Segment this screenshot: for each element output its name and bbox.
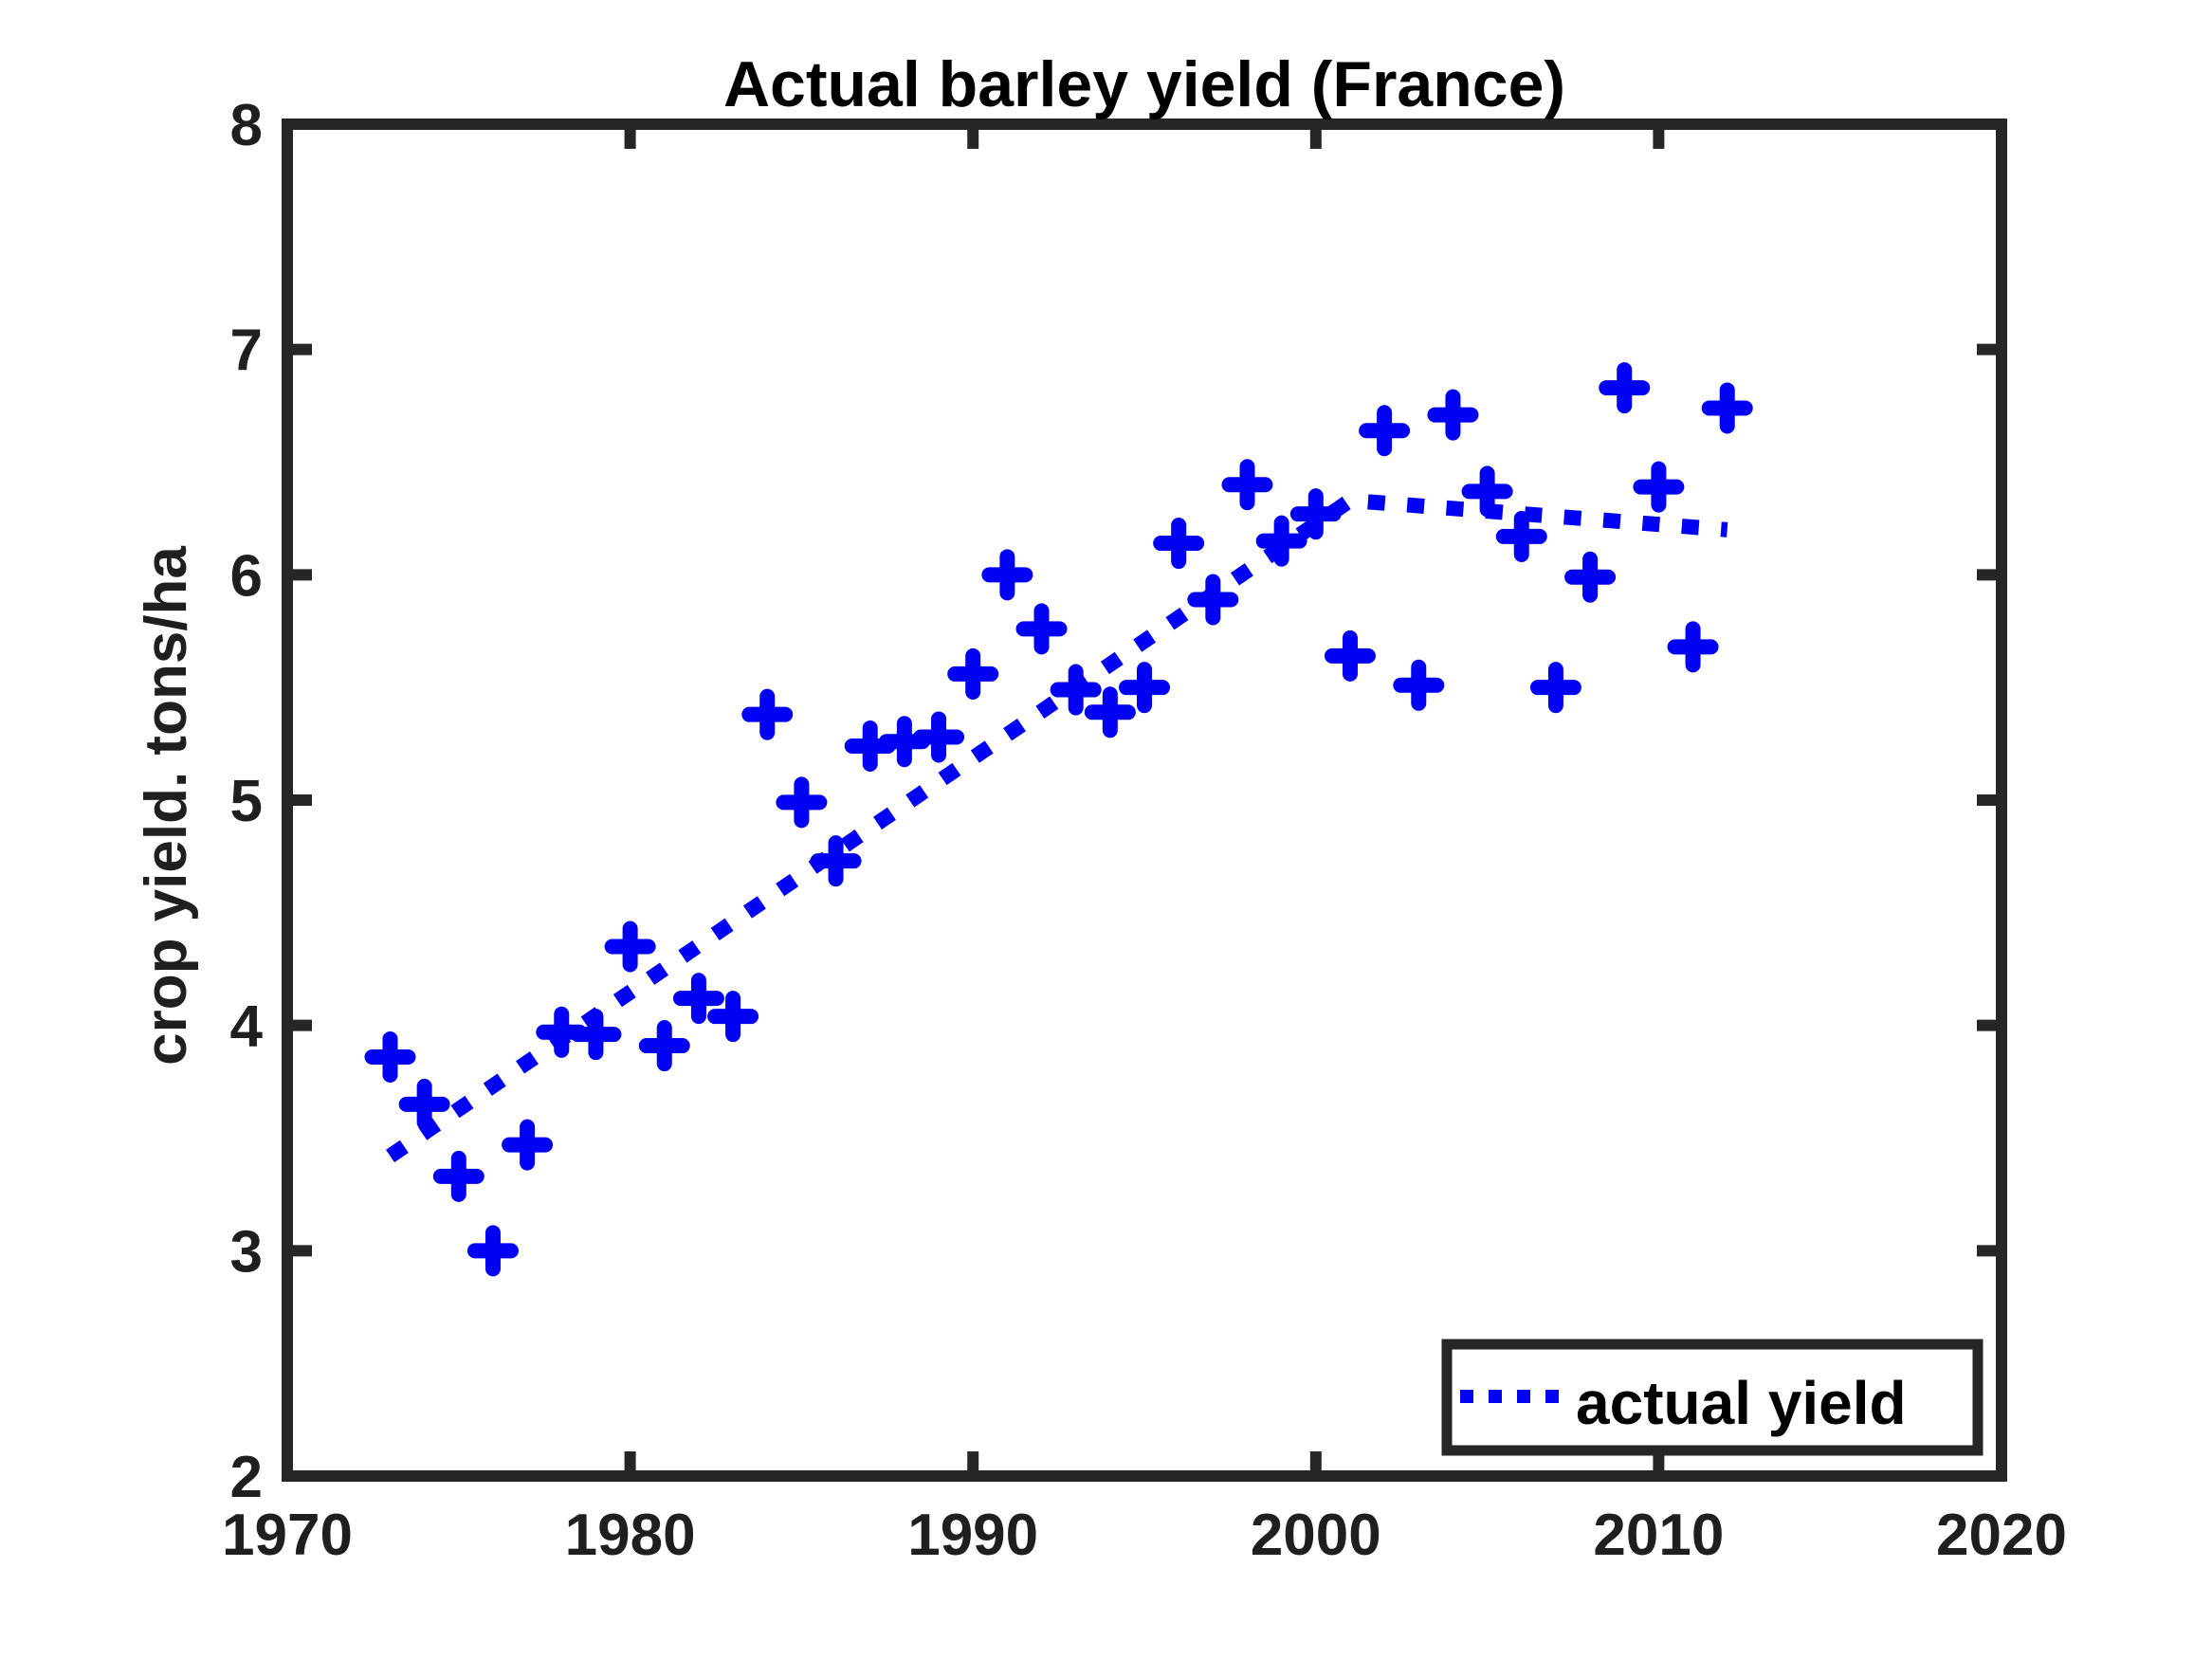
plus-marker	[1564, 551, 1617, 603]
plot-area	[282, 118, 2007, 1482]
plus-marker	[398, 1078, 450, 1130]
plus-marker	[981, 549, 1033, 601]
plus-marker	[1324, 629, 1376, 682]
plus-marker	[1633, 461, 1685, 513]
x-tick-label: 2000	[1251, 1503, 1381, 1568]
legend-box	[1441, 1339, 1983, 1456]
y-tick-label: 6	[230, 543, 263, 609]
plus-marker	[1289, 488, 1342, 540]
plus-marker	[570, 1009, 622, 1061]
plus-marker	[1221, 459, 1273, 511]
plus-marker	[1667, 621, 1719, 673]
plus-marker	[604, 921, 656, 973]
x-tick-label: 1970	[222, 1503, 353, 1568]
legend: actual yield	[1441, 1339, 1983, 1456]
legend-label: actual yield	[1576, 1369, 1907, 1437]
plus-marker	[1495, 510, 1547, 562]
plus-marker	[502, 1119, 554, 1171]
plus-marker	[1015, 603, 1068, 655]
plus-marker	[1529, 662, 1581, 714]
plus-marker	[1255, 515, 1307, 567]
y-tick-label: 4	[230, 994, 264, 1060]
x-tick-label: 1990	[907, 1503, 1038, 1568]
x-tick-label: 2010	[1593, 1503, 1724, 1568]
series-layer	[364, 362, 1753, 1277]
x-tick-label: 1980	[565, 1503, 696, 1568]
y-tick-label: 5	[230, 769, 263, 834]
plus-marker	[1050, 664, 1102, 716]
plus-marker	[638, 1020, 690, 1072]
y-tick-label: 3	[230, 1219, 263, 1285]
y-tick-label: 2	[230, 1445, 263, 1510]
chart-title: Actual barley yield (France)	[723, 48, 1565, 120]
plus-marker	[1461, 465, 1513, 518]
tick-labels: 1970 1980 1990 2000 2010 2020 2 3 4 5 6 7 8	[222, 93, 2067, 1568]
plus-marker	[1119, 662, 1170, 714]
plus-marker	[1084, 686, 1136, 738]
plus-marker	[913, 711, 965, 763]
x-tick-label: 2020	[1936, 1503, 2067, 1568]
plus-marker	[364, 1030, 416, 1083]
plus-marker	[1701, 382, 1753, 434]
y-tick-label: 8	[230, 93, 263, 158]
scatter-series	[364, 362, 1753, 1277]
plus-marker	[1359, 405, 1411, 457]
y-tick-label: 7	[230, 319, 263, 384]
plus-marker	[1427, 389, 1479, 441]
plus-marker	[707, 991, 759, 1043]
tick-marks	[282, 118, 2007, 1482]
plus-marker	[810, 835, 862, 887]
plus-marker	[741, 688, 794, 740]
plus-marker	[776, 776, 828, 829]
plus-marker	[1599, 362, 1651, 414]
plus-marker	[672, 973, 724, 1025]
plus-marker	[1187, 574, 1239, 626]
plus-marker	[1393, 659, 1445, 711]
plus-marker	[466, 1225, 519, 1277]
y-axis-label: crop yield. tons/ha	[134, 546, 199, 1066]
plus-marker	[1153, 518, 1205, 570]
plus-marker	[947, 647, 999, 700]
plus-marker	[432, 1150, 484, 1202]
